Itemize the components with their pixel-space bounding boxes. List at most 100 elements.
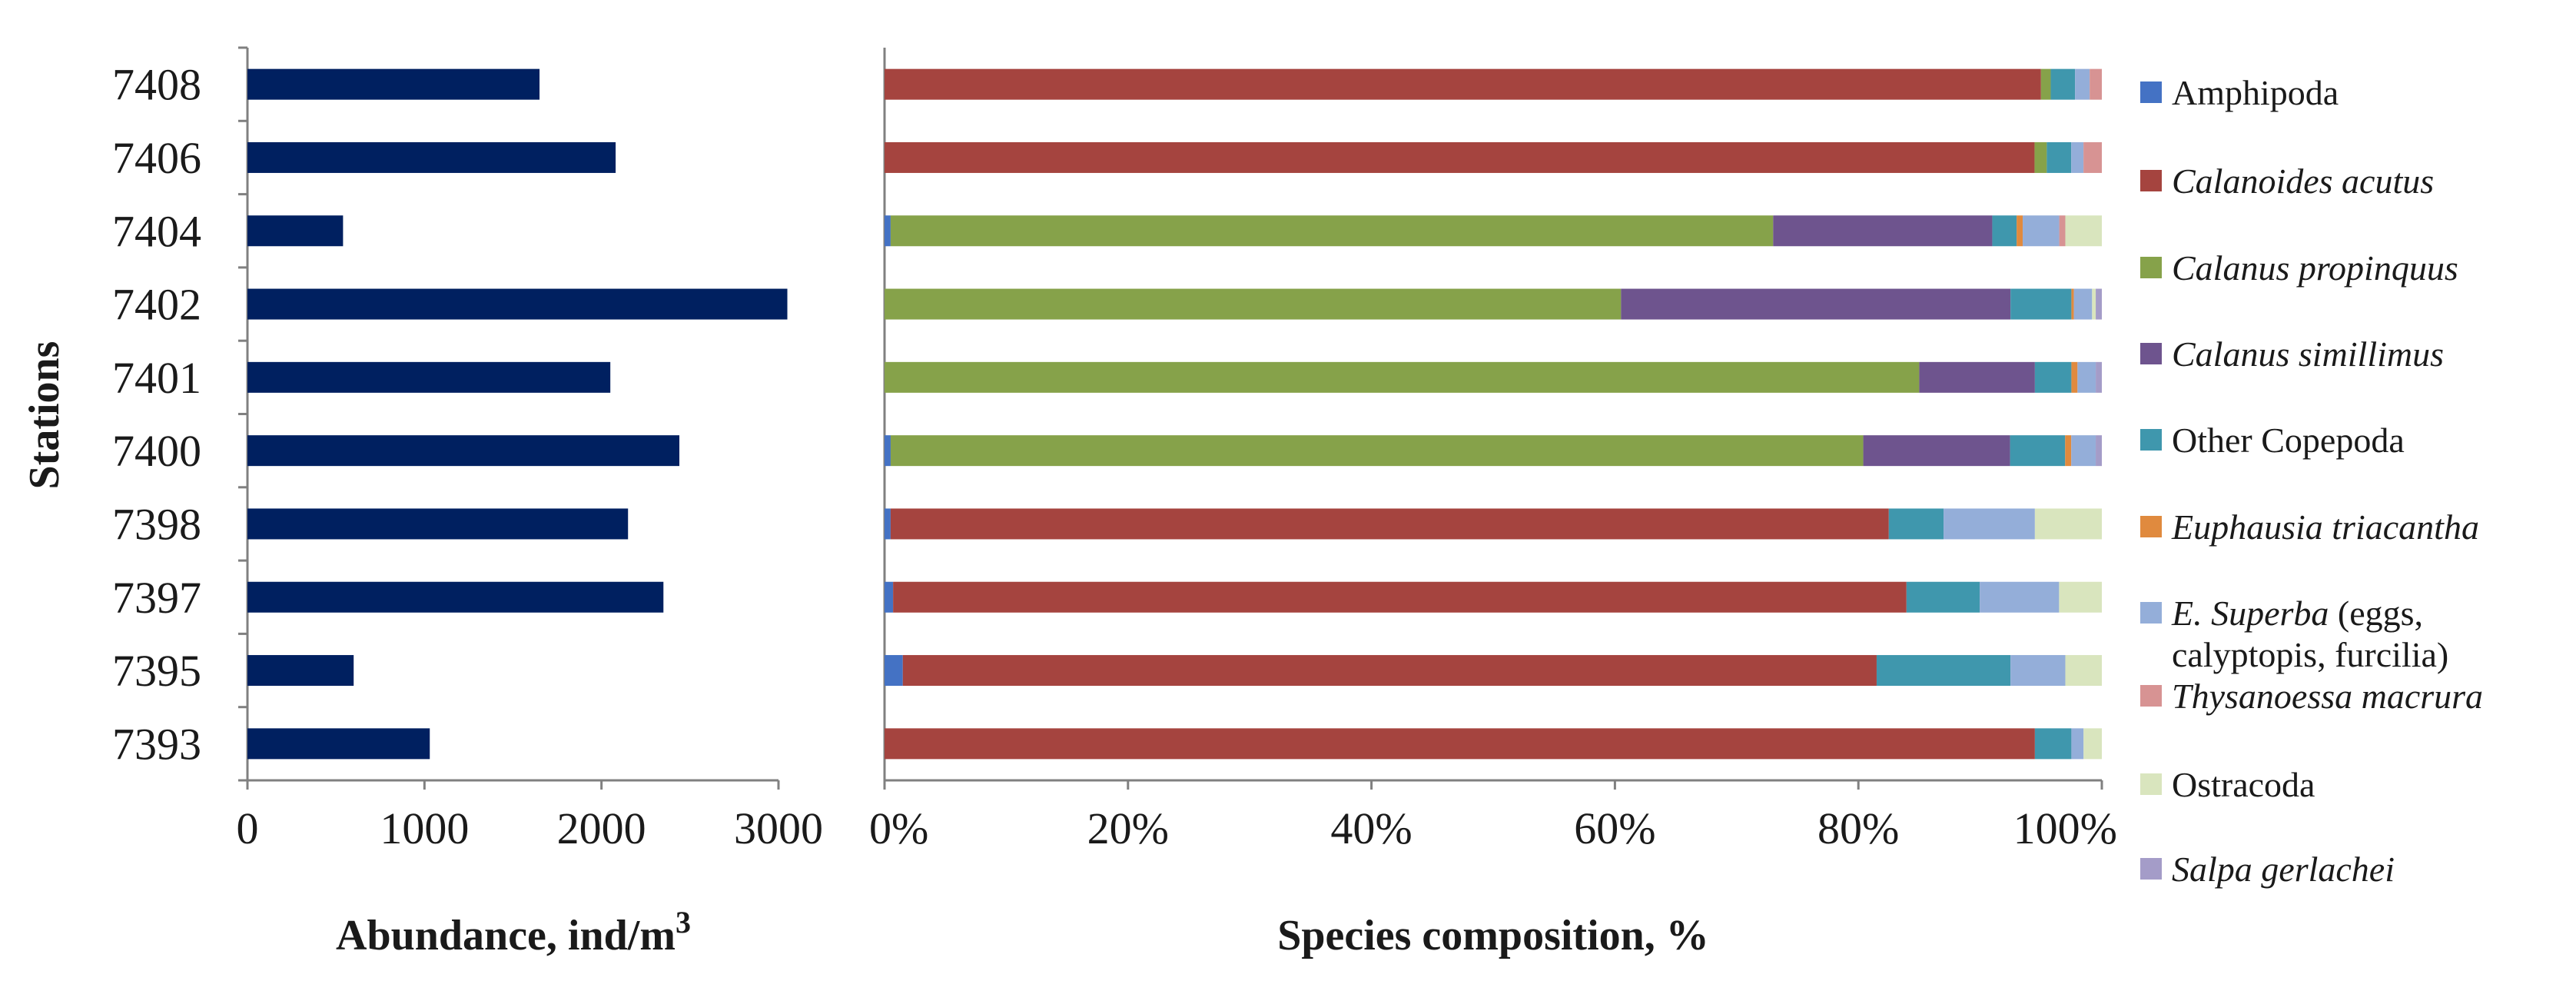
legend-swatch-9 xyxy=(2140,858,2162,880)
composition-segment-7397-8 xyxy=(2059,581,2102,613)
legend-swatch-5 xyxy=(2140,516,2162,537)
abundance-x-tick-label: 1000 xyxy=(380,803,469,853)
legend-label-1: Calanoides acutus xyxy=(2172,161,2434,201)
composition-x-tick-label: 100% xyxy=(2013,803,2117,853)
abundance-bar-7406 xyxy=(247,141,616,173)
composition-segment-7408-2 xyxy=(2040,68,2051,100)
abundance-bar-7393 xyxy=(247,728,430,760)
composition-segment-7402-8 xyxy=(2092,288,2096,320)
composition-x-axis-title: Species composition, % xyxy=(1277,912,1709,959)
station-label-7406: 7406 xyxy=(112,133,201,183)
composition-segment-7404-0 xyxy=(885,215,891,247)
legend-swatch-7 xyxy=(2140,685,2162,707)
composition-segment-7404-4 xyxy=(1992,215,2017,247)
station-label-7404: 7404 xyxy=(112,206,201,256)
composition-segment-7400-6 xyxy=(2071,435,2096,467)
composition-x-tick-label: 0% xyxy=(869,803,928,853)
composition-segment-7395-0 xyxy=(885,655,903,687)
legend-swatch-0 xyxy=(2140,81,2162,103)
legend-label-6-line2: calyptopis, furcilia) xyxy=(2172,635,2448,674)
abundance-x-tick-label: 2000 xyxy=(557,803,646,853)
composition-segment-7406-2 xyxy=(2034,141,2047,173)
legend-label-4: Other Copepoda xyxy=(2172,421,2405,460)
composition-segment-7400-2 xyxy=(890,435,1864,467)
abundance-bar-7397 xyxy=(247,581,664,613)
composition-segment-7402-4 xyxy=(2010,288,2072,320)
legend-label-6: E. Superba (eggs, xyxy=(2171,594,2423,633)
abundance-bar-7398 xyxy=(247,508,629,540)
composition-segment-7395-6 xyxy=(2010,655,2066,687)
abundance-chart: 7408 7406 7404 7402 7401 7400 7398 7397 7395 7393… xyxy=(21,46,823,959)
composition-x-tick-label: 20% xyxy=(1087,803,1169,853)
composition-segment-7395-1 xyxy=(902,655,1877,687)
abundance-x-axis-title: Abundance, ind/m3 xyxy=(336,905,691,959)
station-label-7397: 7397 xyxy=(112,573,201,623)
composition-segment-7406-4 xyxy=(2047,141,2072,173)
composition-segment-7406-1 xyxy=(885,141,2035,173)
composition-segment-7400-0 xyxy=(885,435,891,467)
abundance-bar-7395 xyxy=(247,655,354,687)
composition-segment-7404-2 xyxy=(890,215,1774,247)
composition-segment-7402-9 xyxy=(2096,288,2102,320)
composition-segment-7393-6 xyxy=(2071,728,2084,760)
composition-segment-7404-8 xyxy=(2065,215,2102,247)
composition-segment-7398-8 xyxy=(2034,508,2102,540)
composition-segment-7395-8 xyxy=(2065,655,2102,687)
abundance-x-axis-title-sup: 3 xyxy=(676,905,691,939)
composition-segment-7404-3 xyxy=(1773,215,1993,247)
legend-label-9: Salpa gerlachei xyxy=(2172,850,2395,889)
composition-segment-7401-4 xyxy=(2034,361,2072,393)
composition-segment-7398-0 xyxy=(885,508,891,540)
composition-segment-7393-8 xyxy=(2083,728,2102,760)
composition-segment-7397-4 xyxy=(1906,581,1980,613)
composition-segment-7400-3 xyxy=(1863,435,2010,467)
composition-segment-7393-1 xyxy=(885,728,2035,760)
composition-segment-7393-4 xyxy=(2034,728,2072,760)
legend-label-2: Calanus propinquus xyxy=(2172,248,2458,288)
composition-segment-7408-6 xyxy=(2075,68,2090,100)
composition-segment-7408-7 xyxy=(2090,68,2102,100)
station-label-7402: 7402 xyxy=(112,280,201,330)
abundance-x-axis-title-main: Abundance, ind/m xyxy=(336,912,676,959)
legend-swatch-4 xyxy=(2140,429,2162,451)
composition-segment-7395-4 xyxy=(1876,655,2011,687)
composition-segment-7402-3 xyxy=(1621,288,2011,320)
station-label-7408: 7408 xyxy=(112,60,201,110)
composition-segment-7406-6 xyxy=(2071,141,2084,173)
abundance-bar-7408 xyxy=(247,68,540,100)
composition-x-tick-label: 80% xyxy=(1817,803,1899,853)
legend-swatch-6 xyxy=(2140,602,2162,624)
composition-segment-7400-4 xyxy=(2010,435,2066,467)
station-label-7393: 7393 xyxy=(112,719,201,769)
legend: Amphipoda Calanoides acutus Calanus propin… xyxy=(2140,73,2483,889)
composition-segment-7402-6 xyxy=(2073,288,2093,320)
composition-segment-7401-2 xyxy=(885,361,1920,393)
composition-segment-7404-7 xyxy=(2059,215,2066,247)
composition-segment-7397-0 xyxy=(885,581,894,613)
composition-segment-7397-6 xyxy=(1980,581,2060,613)
abundance-x-tick-label: 3000 xyxy=(734,803,823,853)
composition-x-tick-label: 60% xyxy=(1574,803,1655,853)
composition-segment-7401-9 xyxy=(2096,361,2102,393)
composition-segment-7404-6 xyxy=(2023,215,2060,247)
composition-segment-7401-3 xyxy=(1919,361,2035,393)
station-label-7395: 7395 xyxy=(112,646,201,696)
composition-segment-7398-1 xyxy=(890,508,1889,540)
composition-chart: 0% 20% 40% 60% 80% 100% Species composition, … xyxy=(869,48,2117,959)
legend-label-0: Amphipoda xyxy=(2172,73,2339,112)
composition-segment-7408-1 xyxy=(885,68,2041,100)
abundance-bar-7401 xyxy=(247,361,611,393)
abundance-bar-7404 xyxy=(247,215,344,247)
composition-segment-7398-4 xyxy=(1888,508,1944,540)
legend-label-7: Thysanoessa macrura xyxy=(2172,677,2483,716)
composition-segment-7398-6 xyxy=(1944,508,2035,540)
composition-segment-7402-5 xyxy=(2071,288,2074,320)
legend-swatch-8 xyxy=(2140,773,2162,795)
abundance-bar-7400 xyxy=(247,435,680,467)
composition-segment-7400-9 xyxy=(2096,435,2102,467)
composition-segment-7401-6 xyxy=(2077,361,2096,393)
composition-segment-7406-7 xyxy=(2083,141,2102,173)
composition-segment-7408-4 xyxy=(2050,68,2076,100)
abundance-x-tick-label: 0 xyxy=(237,803,259,853)
